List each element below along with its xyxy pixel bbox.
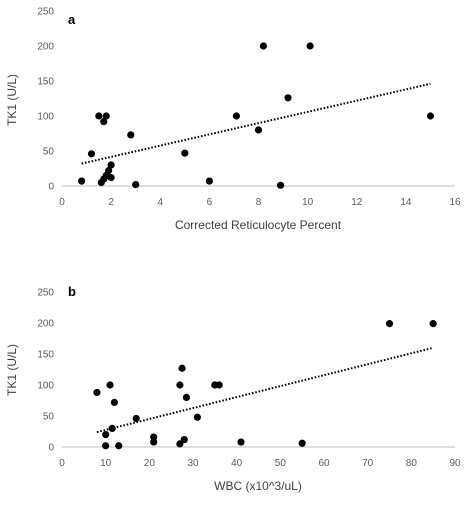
panel-b-trendline-line bbox=[96, 346, 434, 434]
panel-a-data-point bbox=[100, 118, 108, 126]
panel-b-y-tick-label: 200 bbox=[37, 319, 54, 330]
panel-b-data-point bbox=[102, 431, 110, 439]
panel-b-data-point bbox=[176, 381, 184, 389]
panel-a-data-point bbox=[306, 42, 314, 50]
panel-a-x-tick-label: 8 bbox=[256, 197, 262, 208]
panel-b: b TK1 (U/L) WBC (x10^3/uL) 0501001502002… bbox=[5, 284, 461, 493]
panel-b-y-tick-label: 50 bbox=[43, 412, 55, 423]
panel-b-y-tick-label: 100 bbox=[37, 381, 54, 392]
panel-a-y-tick-label: 150 bbox=[37, 77, 54, 88]
panel-b-y-ticks: 0 50 100 150 200 250 bbox=[37, 288, 54, 454]
panel-a-x-tick-label: 14 bbox=[400, 197, 412, 208]
panel-a-data-point bbox=[102, 112, 110, 120]
panel-b-x-tick-label: 60 bbox=[318, 458, 330, 469]
panel-a-data-point bbox=[426, 112, 435, 120]
panel-a-data-point bbox=[259, 42, 268, 50]
panel-a-data-point bbox=[205, 177, 213, 185]
panel-b-x-tick-label: 80 bbox=[406, 458, 418, 469]
panel-a-y-tick-label: 50 bbox=[43, 147, 55, 158]
panel-b-x-tick-label: 0 bbox=[59, 458, 65, 469]
panel-b-data-point bbox=[176, 440, 184, 448]
panel-a-y-tick-label: 100 bbox=[37, 112, 54, 123]
panel-b-data-point bbox=[150, 433, 158, 441]
panel-a-x-tick-label: 4 bbox=[157, 197, 163, 208]
panel-a-data-point bbox=[277, 181, 285, 189]
panel-a-y-ticks: 0 50 100 150 200 250 bbox=[37, 7, 54, 193]
panel-b-x-tick-label: 30 bbox=[187, 458, 199, 469]
panel-a-data-point bbox=[284, 94, 292, 102]
panel-a-x-ticks: 0 2 4 6 8 10 12 14 16 bbox=[59, 197, 461, 208]
panel-a-data-point bbox=[87, 150, 96, 158]
panel-a-x-tick-label: 0 bbox=[59, 197, 65, 208]
panel-b-data-point bbox=[182, 393, 191, 401]
panel-a-data-point bbox=[95, 112, 103, 120]
panel-b-label: b bbox=[68, 284, 76, 299]
panel-b-data-point bbox=[93, 388, 101, 397]
panel-b-x-tick-label: 40 bbox=[231, 458, 243, 469]
panel-a-points bbox=[78, 42, 435, 189]
panel-b-x-tick-label: 90 bbox=[449, 458, 461, 469]
panel-a-data-point bbox=[78, 177, 86, 185]
panel-a-data-point bbox=[107, 161, 115, 169]
panel-a-data-point bbox=[132, 181, 140, 189]
panel-a-x-tick-label: 10 bbox=[302, 197, 314, 208]
panel-b-x-tick-label: 70 bbox=[362, 458, 374, 469]
panel-a-y-tick-label: 200 bbox=[37, 42, 54, 53]
panel-b-x-tick-label: 20 bbox=[144, 458, 156, 469]
panel-b-x-tick-label: 50 bbox=[275, 458, 287, 469]
panel-b-data-point bbox=[215, 381, 223, 389]
panel-a-x-tick-label: 16 bbox=[449, 197, 461, 208]
panel-b-data-point bbox=[102, 442, 110, 450]
panel-b-data-point bbox=[193, 413, 201, 421]
panel-a-y-tick-label: 250 bbox=[37, 7, 54, 18]
panel-b-points bbox=[93, 320, 437, 450]
panel-b-data-point bbox=[150, 438, 158, 446]
panel-a-trendline bbox=[81, 82, 431, 165]
panel-b-data-point bbox=[298, 439, 306, 447]
panel-a-data-point bbox=[232, 112, 240, 120]
panel-a-x-tick-label: 12 bbox=[351, 197, 363, 208]
panel-b-y-axis-label: TK1 (U/L) bbox=[5, 344, 19, 396]
panel-a-data-point bbox=[107, 174, 115, 182]
panel-a-x-tick-label: 6 bbox=[207, 197, 213, 208]
panel-a: a TK1 (U/L) Corrected Reticulocyte Perce… bbox=[5, 7, 461, 233]
panel-b-data-point bbox=[429, 320, 437, 328]
panel-a-x-axis-label: Corrected Reticulocyte Percent bbox=[175, 218, 342, 232]
panel-a-y-tick-label: 0 bbox=[48, 182, 54, 193]
panel-b-data-point bbox=[237, 438, 245, 446]
panel-b-x-axis-label: WBC (x10^3/uL) bbox=[214, 479, 302, 493]
panel-b-data-point bbox=[132, 414, 140, 423]
panel-b-y-tick-label: 0 bbox=[48, 443, 54, 454]
panel-b-data-point bbox=[115, 442, 123, 450]
panel-a-data-point bbox=[254, 126, 263, 134]
panel-b-data-point bbox=[108, 424, 116, 432]
panel-a-label: a bbox=[68, 12, 76, 27]
panel-b-x-ticks: 0 10 20 30 40 50 60 70 80 90 bbox=[59, 458, 461, 469]
panel-b-data-point bbox=[180, 435, 188, 444]
panel-b-y-tick-label: 250 bbox=[37, 288, 54, 299]
panel-b-x-tick-label: 10 bbox=[100, 458, 112, 469]
panel-b-data-point bbox=[385, 320, 394, 328]
panel-b-data-point bbox=[110, 398, 118, 406]
panel-b-data-point bbox=[106, 381, 114, 389]
panel-b-data-point bbox=[178, 364, 186, 372]
panel-b-y-tick-label: 150 bbox=[37, 350, 54, 361]
panel-a-x-tick-label: 2 bbox=[108, 197, 114, 208]
panel-a-data-point bbox=[127, 131, 135, 139]
panel-a-y-axis-label: TK1 (U/L) bbox=[5, 74, 19, 126]
panel-a-data-point bbox=[181, 149, 189, 157]
panel-b-trendline bbox=[96, 346, 434, 434]
panel-a-trendline-line bbox=[81, 82, 431, 165]
panel-a-data-point bbox=[105, 167, 113, 175]
